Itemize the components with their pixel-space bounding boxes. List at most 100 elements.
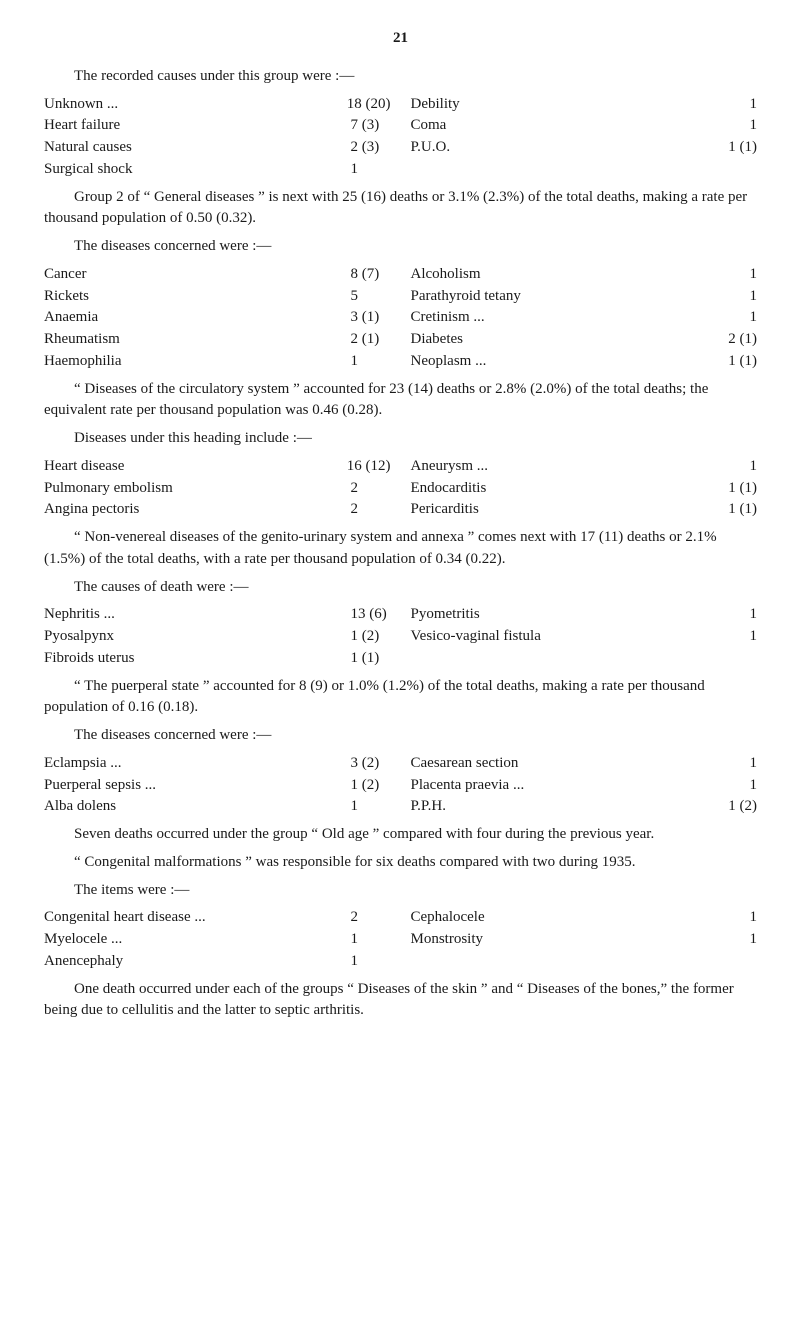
group-2-table: Cancer8 (7) Rickets5 Anaemia3 (1) Rheuma… (44, 264, 757, 373)
row-value: 1 (701, 907, 757, 929)
paragraph-8: “ The puerperal state ” accounted for 8 … (44, 676, 757, 720)
row-label: Coma (411, 115, 447, 137)
group-1-table: Unknown ...18 (20) Heart failure7 (3) Na… (44, 94, 757, 181)
row-value: 1 (1) (701, 137, 757, 159)
paragraph-10: Seven deaths occurred under the group “ … (44, 824, 757, 846)
paragraph-6: “ Non-venereal diseases of the genito-ur… (44, 527, 757, 571)
table-row: Rickets 5 (44, 286, 391, 308)
row-label: Puerperal sepsis ... (44, 775, 156, 797)
table-row: Angina pectoris2 (44, 499, 391, 521)
row-value: 7 (3) (327, 115, 391, 137)
row-label: P.P.H. (411, 796, 446, 818)
row-value: 3 (1) (327, 307, 391, 329)
row-label: Pyosalpynx (44, 626, 114, 648)
row-value: 2 (327, 478, 391, 500)
paragraph-12: The items were :— (44, 880, 757, 902)
row-value: 1 (1) (701, 478, 757, 500)
row-label: Aneurysm ... (411, 456, 489, 478)
table-row: Eclampsia ...3 (2) (44, 753, 391, 775)
row-value: 1 (2) (327, 775, 391, 797)
table-row: Nephritis ...13 (6) (44, 604, 391, 626)
row-label: Neoplasm ... (411, 351, 487, 373)
row-label: Alba dolens (44, 796, 116, 818)
row-label: Pulmonary embolism (44, 478, 173, 500)
table-row: Vesico-vaginal fistula 1 (411, 626, 758, 648)
row-label: Pericarditis (411, 499, 479, 521)
row-label: Vesico-vaginal fistula (411, 626, 541, 648)
paragraph-5: Diseases under this heading include :— (44, 428, 757, 450)
table-row: Parathyroid tetany1 (411, 286, 758, 308)
table-row: Pyosalpynx1 (2) (44, 626, 391, 648)
row-label: Cancer (44, 264, 86, 286)
table-row: Pyometritis1 (411, 604, 758, 626)
table-row: Cretinism ...1 (411, 307, 758, 329)
row-value: 2 (327, 907, 391, 929)
paragraph-7: The causes of death were :— (44, 577, 757, 599)
row-label: Heart disease (44, 456, 124, 478)
paragraph-9: The diseases concerned were :— (44, 725, 757, 747)
table-row: P.U.O.1 (1) (411, 137, 758, 159)
paragraph-11: “ Congenital malformations ” was respons… (44, 852, 757, 874)
table-row: Debility1 (411, 94, 758, 116)
row-label: Caesarean section (411, 753, 519, 775)
group-1-left: Unknown ...18 (20) Heart failure7 (3) Na… (44, 94, 391, 181)
table-row: Anencephaly1 (44, 951, 391, 973)
row-label: Congenital heart disease ... (44, 907, 206, 929)
row-label: Anencephaly (44, 951, 123, 973)
row-label: Diabetes (411, 329, 463, 351)
group-6-table: Congenital heart disease ... 2 Myelocele … (44, 907, 757, 972)
table-row: Congenital heart disease ... 2 (44, 907, 391, 929)
row-label: Eclampsia ... (44, 753, 121, 775)
row-value: 18 (20) (323, 94, 391, 116)
row-label: Endocarditis (411, 478, 487, 500)
row-value: 5 (327, 286, 391, 308)
row-value: 1 (701, 307, 757, 329)
row-label: Fibroids uterus (44, 648, 134, 670)
row-label: Parathyroid tetany (411, 286, 521, 308)
group-3-right: Aneurysm ... 1 Endocarditis 1 (1) Pericard… (411, 456, 758, 521)
row-label: Heart failure (44, 115, 120, 137)
row-value: 1 (327, 796, 391, 818)
row-value: 1 (701, 94, 757, 116)
row-value: 1 (1) (701, 499, 757, 521)
paragraph-3: The diseases concerned were :— (44, 236, 757, 258)
row-label: Placenta praevia ... (411, 775, 525, 797)
group-6-left: Congenital heart disease ... 2 Myelocele … (44, 907, 391, 972)
table-row: Fibroids uterus1 (1) (44, 648, 391, 670)
row-value: 1 (701, 456, 757, 478)
table-row: Endocarditis 1 (1) (411, 478, 758, 500)
row-value: 2 (1) (327, 329, 391, 351)
row-label: Natural causes (44, 137, 132, 159)
group-4-left: Nephritis ...13 (6) Pyosalpynx1 (2) Fibr… (44, 604, 391, 669)
row-label: Pyometritis (411, 604, 480, 626)
row-label: Angina pectoris (44, 499, 139, 521)
table-row: Puerperal sepsis ... 1 (2) (44, 775, 391, 797)
row-label: Myelocele ... (44, 929, 122, 951)
group-5-left: Eclampsia ...3 (2) Puerperal sepsis ... 1… (44, 753, 391, 818)
row-value: 1 (701, 626, 757, 648)
group-3-left: Heart disease 16 (12) Pulmonary embolism 2… (44, 456, 391, 521)
row-value: 1 (701, 753, 757, 775)
table-row: Monstrosity1 (411, 929, 758, 951)
page-number: 21 (44, 28, 757, 50)
group-4-table: Nephritis ...13 (6) Pyosalpynx1 (2) Fibr… (44, 604, 757, 669)
table-row: Cancer8 (7) (44, 264, 391, 286)
table-row: Pulmonary embolism 2 (44, 478, 391, 500)
row-value: 1 (701, 115, 757, 137)
table-row: Aneurysm ... 1 (411, 456, 758, 478)
row-value: 16 (12) (323, 456, 391, 478)
table-row: Natural causes2 (3) (44, 137, 391, 159)
table-row: Myelocele ... 1 (44, 929, 391, 951)
table-row: Diabetes2 (1) (411, 329, 758, 351)
table-row: Rheumatism2 (1) (44, 329, 391, 351)
group-5-right: Caesarean section 1 Placenta praevia ...1… (411, 753, 758, 818)
table-row: Placenta praevia ...1 (411, 775, 758, 797)
row-value: 13 (6) (327, 604, 391, 626)
group-5-table: Eclampsia ...3 (2) Puerperal sepsis ... 1… (44, 753, 757, 818)
group-2-left: Cancer8 (7) Rickets5 Anaemia3 (1) Rheuma… (44, 264, 391, 373)
table-row: Coma 1 (411, 115, 758, 137)
table-row: Alba dolens 1 (44, 796, 391, 818)
row-value: 1 (327, 929, 391, 951)
row-label: Rickets (44, 286, 89, 308)
paragraph-4: “ Diseases of the circulatory system ” a… (44, 379, 757, 423)
